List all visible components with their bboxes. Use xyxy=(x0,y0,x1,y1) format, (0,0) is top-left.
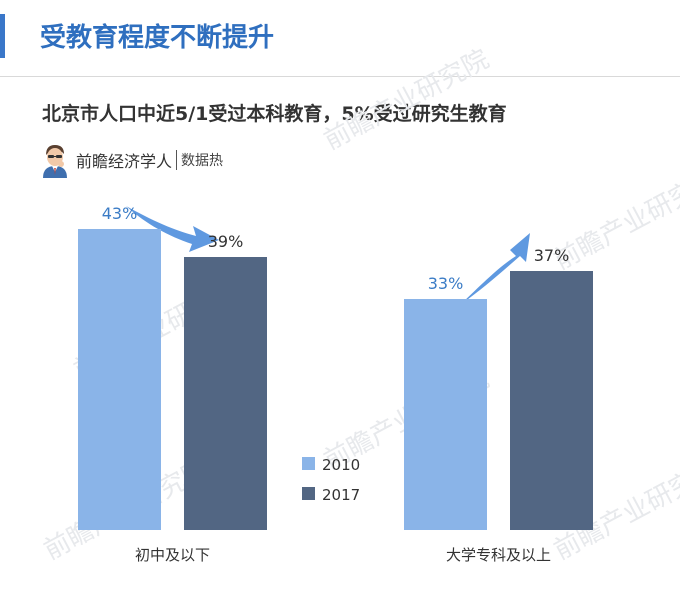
source-tag: 数据热 xyxy=(181,153,224,169)
category-label: 初中及以下 xyxy=(135,546,210,564)
source-separator xyxy=(176,150,178,170)
legend-label-2010: 2010 xyxy=(322,456,360,474)
category-label: 大学专科及以上 xyxy=(446,546,551,564)
arrow-up-right xyxy=(460,233,530,305)
legend: 2010 2017 xyxy=(302,456,360,504)
avatar-icon xyxy=(43,145,67,178)
bar-group xyxy=(78,229,593,530)
page-title: 受教育程度不断提升 xyxy=(40,23,275,53)
legend-swatch-2010 xyxy=(302,457,315,470)
data-label: 37% xyxy=(534,246,570,265)
bar-2010-0 xyxy=(78,229,161,530)
bar-2017-1 xyxy=(510,271,593,530)
watermark-text: 前瞻产业研究院 xyxy=(319,44,494,156)
bar-2017-0 xyxy=(184,257,267,530)
arrow-down-right xyxy=(126,206,219,252)
data-label: 39% xyxy=(208,232,244,251)
data-label: 33% xyxy=(428,274,464,293)
header-divider xyxy=(0,76,680,77)
category-label-group: 初中及以下 大学专科及以上 xyxy=(135,546,551,564)
trend-arrows xyxy=(126,206,530,305)
header-accent-bar xyxy=(0,14,5,58)
source-brand: 前瞻经济学人 xyxy=(76,152,173,171)
legend-swatch-2017 xyxy=(302,487,315,500)
bar-2010-1 xyxy=(404,299,487,530)
chart-subtitle: 北京市人口中近5/1受过本科教育，5%受过研究生教育 xyxy=(42,103,507,125)
data-label: 43% xyxy=(102,204,138,223)
source-row: 前瞻经济学人 数据热 xyxy=(40,140,223,180)
value-label-group: 43% 39% 33% 37% xyxy=(102,204,570,293)
header: 受教育程度不断提升 xyxy=(0,0,680,78)
legend-label-2017: 2017 xyxy=(322,486,360,504)
